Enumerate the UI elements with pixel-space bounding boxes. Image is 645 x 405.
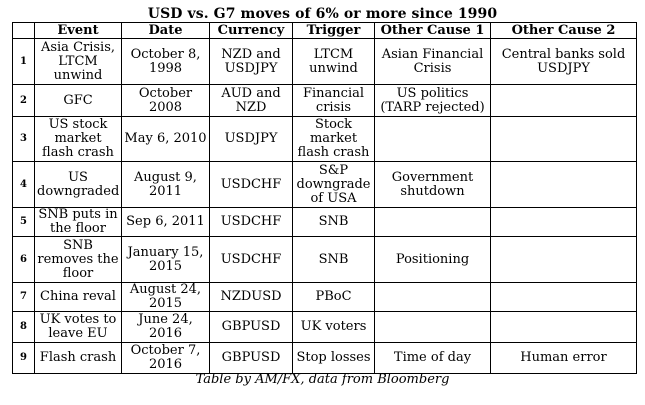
event-cell: GFC <box>34 84 122 117</box>
cause1-cell: Asian Financial Crisis <box>374 38 491 85</box>
row-number: 7 <box>12 282 35 312</box>
cause2-cell: Central banks sold USDJPY <box>490 38 637 85</box>
header-row: Event Date Currency Trigger Other Cause … <box>12 22 637 39</box>
event-cell: Asia Crisis, LTCM unwind <box>34 38 122 85</box>
event-cell: US downgraded <box>34 161 122 208</box>
cause1-cell <box>374 116 491 162</box>
table-row: 7 China reval August 24, 2015 NZDUSD PBo… <box>12 282 637 312</box>
currency-cell: USDCHF <box>209 207 293 237</box>
fx-moves-table: Event Date Currency Trigger Other Cause … <box>12 22 637 374</box>
date-cell: October 7, 2016 <box>121 342 210 374</box>
currency-cell: NZDUSD <box>209 282 293 312</box>
currency-cell: USDCHF <box>209 236 293 283</box>
date-cell: May 6, 2010 <box>121 116 210 162</box>
header-number <box>12 22 35 39</box>
currency-cell: GBPUSD <box>209 342 293 374</box>
row-number: 5 <box>12 207 35 237</box>
currency-cell: USDJPY <box>209 116 293 162</box>
table-caption: Table by AM/FX, data from Bloomberg <box>195 372 450 387</box>
trigger-cell: SNB <box>292 236 375 283</box>
date-cell: Sep 6, 2011 <box>121 207 210 237</box>
event-cell: UK votes to leave EU <box>34 311 122 343</box>
table-row: 1 Asia Crisis, LTCM unwind October 8, 19… <box>12 38 637 85</box>
header-event: Event <box>34 22 122 39</box>
currency-cell: AUD and NZD <box>209 84 293 117</box>
event-cell: SNB puts in the floor <box>34 207 122 237</box>
trigger-cell: Stop losses <box>292 342 375 374</box>
date-cell: January 15, 2015 <box>121 236 210 283</box>
currency-cell: NZD and USDJPY <box>209 38 293 85</box>
row-number: 3 <box>12 116 35 162</box>
table-row: 6 SNB removes the floor January 15, 2015… <box>12 236 637 283</box>
header-other-cause-1: Other Cause 1 <box>374 22 491 39</box>
cause1-cell <box>374 207 491 237</box>
header-currency: Currency <box>209 22 293 39</box>
cause1-cell: Government shutdown <box>374 161 491 208</box>
trigger-cell: S&P downgrade of USA <box>292 161 375 208</box>
row-number: 8 <box>12 311 35 343</box>
row-number: 2 <box>12 84 35 117</box>
header-trigger: Trigger <box>292 22 375 39</box>
cause1-cell: Time of day <box>374 342 491 374</box>
table-row: 2 GFC October 2008 AUD and NZD Financial… <box>12 84 637 117</box>
table-row: 4 US downgraded August 9, 2011 USDCHF S&… <box>12 161 637 208</box>
table-title: USD vs. G7 moves of 6% or more since 199… <box>147 6 498 22</box>
event-cell: China reval <box>34 282 122 312</box>
currency-cell: GBPUSD <box>209 311 293 343</box>
table-row: 8 UK votes to leave EU June 24, 2016 GBP… <box>12 311 637 343</box>
cause1-cell: US politics (TARP rejected) <box>374 84 491 117</box>
header-other-cause-2: Other Cause 2 <box>490 22 637 39</box>
table-row: 9 Flash crash October 7, 2016 GBPUSD Sto… <box>12 342 637 374</box>
trigger-cell: UK voters <box>292 311 375 343</box>
event-cell: SNB removes the floor <box>34 236 122 283</box>
cause2-cell: Human error <box>490 342 637 374</box>
cause1-cell <box>374 311 491 343</box>
table-row: 3 US stock market flash crash May 6, 201… <box>12 116 637 162</box>
date-cell: August 9, 2011 <box>121 161 210 208</box>
event-cell: US stock market flash crash <box>34 116 122 162</box>
date-cell: June 24, 2016 <box>121 311 210 343</box>
trigger-cell: SNB <box>292 207 375 237</box>
cause1-cell <box>374 282 491 312</box>
date-cell: October 2008 <box>121 84 210 117</box>
trigger-cell: PBoC <box>292 282 375 312</box>
cause2-cell <box>490 207 637 237</box>
row-number: 6 <box>12 236 35 283</box>
trigger-cell: LTCM unwind <box>292 38 375 85</box>
cause2-cell <box>490 116 637 162</box>
event-cell: Flash crash <box>34 342 122 374</box>
currency-cell: USDCHF <box>209 161 293 208</box>
date-cell: October 8, 1998 <box>121 38 210 85</box>
date-cell: August 24, 2015 <box>121 282 210 312</box>
cause2-cell <box>490 84 637 117</box>
header-date: Date <box>121 22 210 39</box>
cause2-cell <box>490 311 637 343</box>
row-number: 9 <box>12 342 35 374</box>
cause1-cell: Positioning <box>374 236 491 283</box>
trigger-cell: Stock market flash crash <box>292 116 375 162</box>
row-number: 1 <box>12 38 35 85</box>
cause2-cell <box>490 236 637 283</box>
cause2-cell <box>490 161 637 208</box>
cause2-cell <box>490 282 637 312</box>
trigger-cell: Financial crisis <box>292 84 375 117</box>
row-number: 4 <box>12 161 35 208</box>
table-row: 5 SNB puts in the floor Sep 6, 2011 USDC… <box>12 207 637 237</box>
